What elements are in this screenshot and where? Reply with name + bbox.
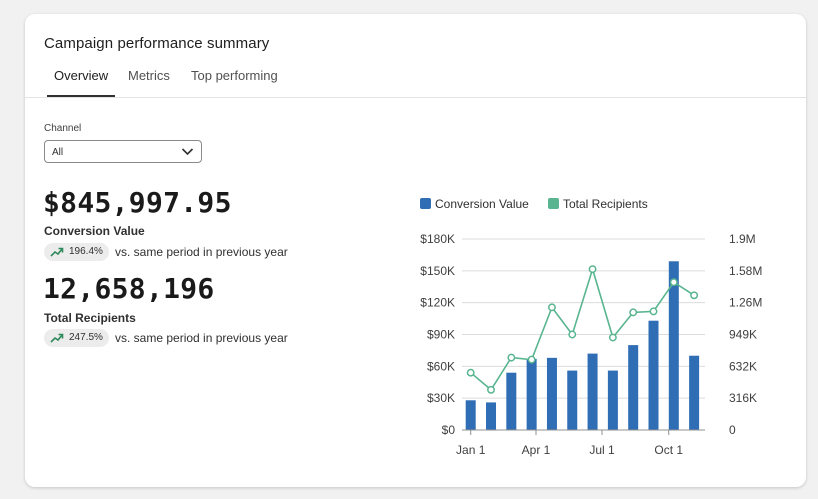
conversion-change-percent: 196.4% (69, 246, 103, 257)
y-left-tick-label: $60K (427, 359, 455, 373)
line-point (588, 265, 597, 274)
bar (648, 320, 659, 430)
y-right-tick-label: 949K (729, 328, 757, 342)
conversion-comparison-text: vs. same period in previous year (115, 245, 288, 259)
total-recipients-amount: 12,658,196 (43, 272, 215, 305)
bar (465, 400, 476, 430)
trend-up-icon (50, 333, 64, 343)
y-right-tick-label: 0 (729, 423, 736, 437)
x-tick-label: Apr 1 (522, 443, 551, 457)
channel-select[interactable]: All (44, 140, 202, 163)
performance-chart: $0 0 $30K 316K $60K 632K $90K 949K $120K 1.26M $15… (420, 232, 762, 457)
y-left-tick-label: $0 (442, 423, 456, 437)
legend-swatch-bar (420, 198, 431, 209)
recipients-change-percent: 247.5% (69, 332, 103, 343)
bar (486, 402, 497, 430)
tab-top-performing[interactable]: Top performing (191, 68, 278, 83)
bar (628, 345, 639, 430)
line-point (487, 385, 495, 394)
bar (668, 261, 679, 430)
line-point (649, 307, 658, 316)
line-point (669, 278, 678, 287)
legend-label: Total Recipients (563, 197, 648, 211)
tab-divider (25, 97, 806, 98)
y-right-tick-label: 1.9M (729, 232, 756, 246)
line-point (629, 308, 638, 317)
conversion-value-amount: $845,997.95 (43, 186, 232, 219)
y-left-tick-label: $90K (427, 328, 455, 342)
y-right-tick-label: 1.58M (729, 264, 762, 278)
line-point (507, 353, 516, 362)
y-left-tick-label: $150K (420, 264, 455, 278)
active-tab-indicator (47, 95, 115, 97)
channel-label: Channel (44, 123, 82, 134)
line-point (568, 330, 577, 339)
conversion-change-badge: 196.4% (44, 243, 109, 261)
trend-up-icon (50, 247, 64, 257)
line-point (608, 333, 617, 342)
recipients-change-badge: 247.5% (44, 329, 109, 347)
bar (526, 358, 537, 430)
y-right-tick-label: 632K (729, 359, 757, 373)
legend-swatch-line (548, 198, 559, 209)
y-right-tick-label: 1.26M (729, 296, 762, 310)
bar (546, 357, 557, 430)
conversion-value-label: Conversion Value (44, 224, 145, 238)
line-point (547, 303, 556, 312)
total-recipients-label: Total Recipients (44, 311, 136, 325)
line-point (690, 291, 699, 300)
x-tick-label: Oct 1 (654, 443, 683, 457)
y-right-tick-label: 316K (729, 391, 757, 405)
bar (567, 370, 578, 430)
recipients-comparison-text: vs. same period in previous year (115, 331, 288, 345)
tab-metrics[interactable]: Metrics (128, 68, 170, 83)
bar (506, 372, 517, 430)
card-title: Campaign performance summary (44, 35, 270, 52)
bar (689, 355, 700, 430)
chevron-down-icon (181, 148, 194, 156)
legend-label: Conversion Value (435, 197, 529, 211)
line-point (527, 355, 536, 364)
y-left-tick-label: $180K (420, 232, 455, 246)
line-point (466, 368, 475, 377)
x-tick-label: Jul 1 (589, 443, 615, 457)
y-left-tick-label: $120K (420, 296, 455, 310)
y-left-tick-label: $30K (427, 391, 455, 405)
recipients-line (470, 266, 695, 391)
channel-select-value: All (52, 147, 64, 158)
bar (587, 353, 598, 430)
tab-overview[interactable]: Overview (54, 68, 109, 83)
summary-card: Campaign performance summary Overview Me… (25, 14, 806, 487)
x-tick-label: Jan 1 (456, 443, 486, 457)
bar (607, 370, 618, 430)
